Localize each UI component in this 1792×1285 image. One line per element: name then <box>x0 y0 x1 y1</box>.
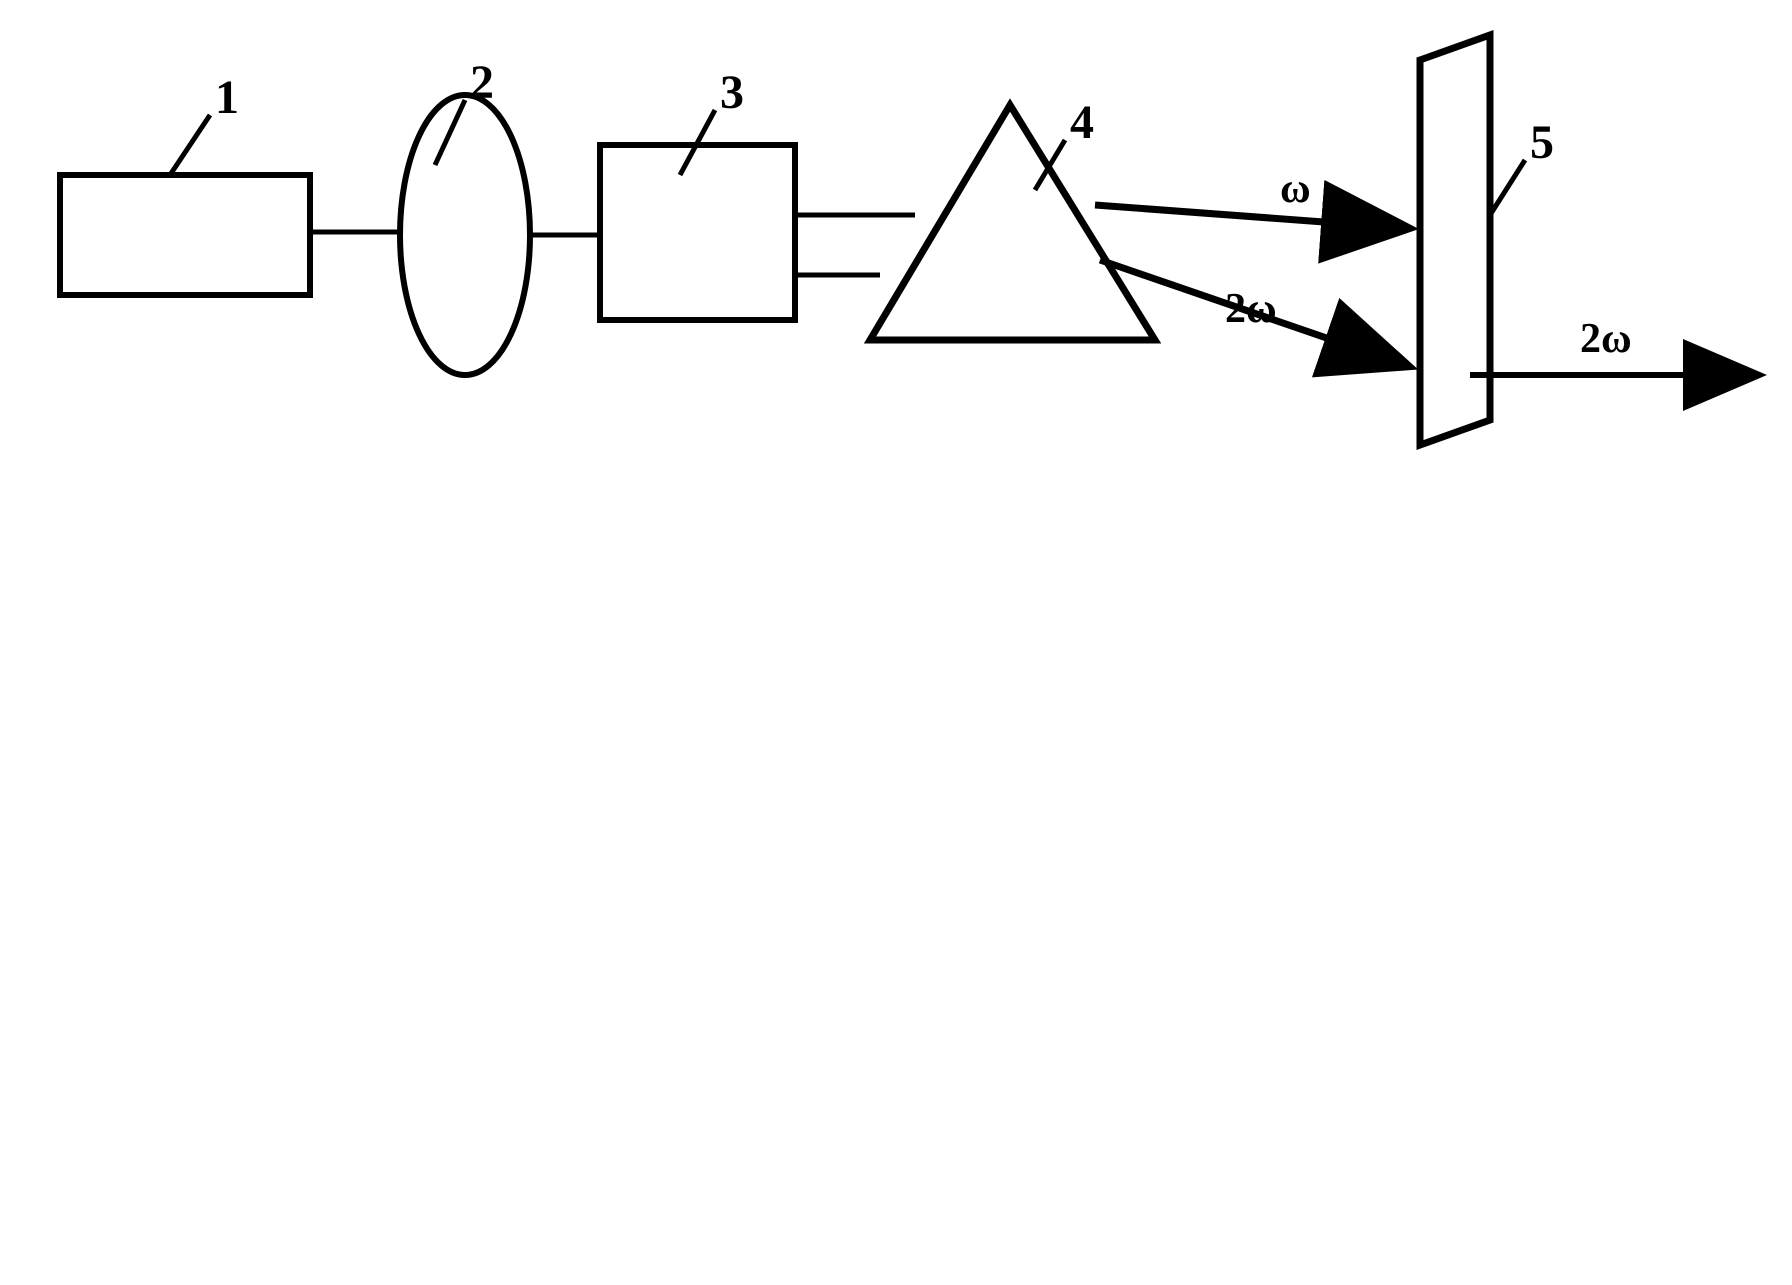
leader-5 <box>1490 160 1525 215</box>
laser-box <box>60 175 310 295</box>
omega-label: ω <box>1280 165 1311 213</box>
label-1: 1 <box>215 70 239 125</box>
leader-1 <box>170 115 210 175</box>
label-2: 2 <box>470 55 494 110</box>
crystal-box <box>600 145 795 320</box>
transmitted-label: 2ω <box>1580 315 1632 363</box>
label-5: 5 <box>1530 115 1554 170</box>
lens <box>400 95 530 375</box>
prism <box>870 105 1155 340</box>
label-4: 4 <box>1070 95 1094 150</box>
optical-diagram <box>0 0 1792 1285</box>
screen <box>1420 35 1490 445</box>
two-omega-label: 2ω <box>1225 285 1277 333</box>
omega-ray <box>1095 205 1405 228</box>
label-3: 3 <box>720 65 744 120</box>
